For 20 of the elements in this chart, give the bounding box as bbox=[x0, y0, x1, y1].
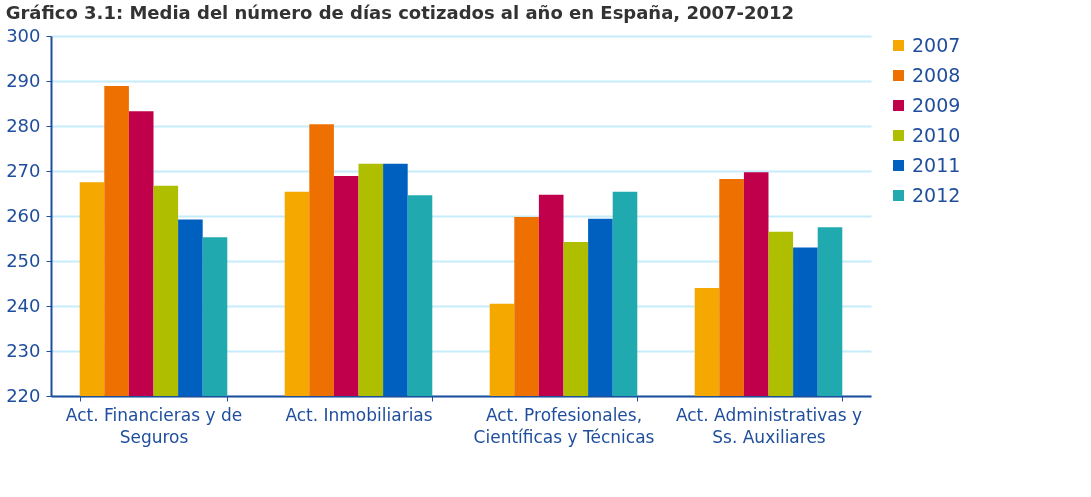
legend-label: 2007 bbox=[912, 33, 961, 56]
legend-label: 2011 bbox=[912, 153, 961, 176]
y-tick-label: 230 bbox=[6, 339, 41, 361]
x-tick-label: Act. Profesionales, Científicas y Técnicas bbox=[473, 404, 655, 447]
y-tick-label: 280 bbox=[6, 114, 41, 136]
x-tick-label: Act. Financieras y de Seguros bbox=[65, 404, 243, 447]
y-tick-label: 250 bbox=[6, 249, 41, 271]
legend-label: 2008 bbox=[912, 63, 961, 86]
legend-label: 2010 bbox=[912, 123, 961, 146]
y-tick-label: 290 bbox=[6, 69, 41, 91]
y-tick-label: 240 bbox=[6, 294, 41, 316]
legend-label: 2012 bbox=[912, 183, 961, 206]
y-tick-label: 220 bbox=[6, 384, 41, 406]
x-tick-label: Act. Inmobiliarias bbox=[285, 404, 433, 425]
x-tick-label: Act. Administrativas y Ss. Auxiliares bbox=[675, 404, 863, 447]
legend-label: 2009 bbox=[912, 93, 961, 116]
y-tick-label: 260 bbox=[6, 204, 41, 226]
y-tick-label: 300 bbox=[6, 24, 41, 46]
chart-title: Gráfico 3.1: Media del número de días cotizados al año en España, 2007-2012 bbox=[5, 2, 795, 23]
y-tick-label: 270 bbox=[6, 159, 41, 181]
